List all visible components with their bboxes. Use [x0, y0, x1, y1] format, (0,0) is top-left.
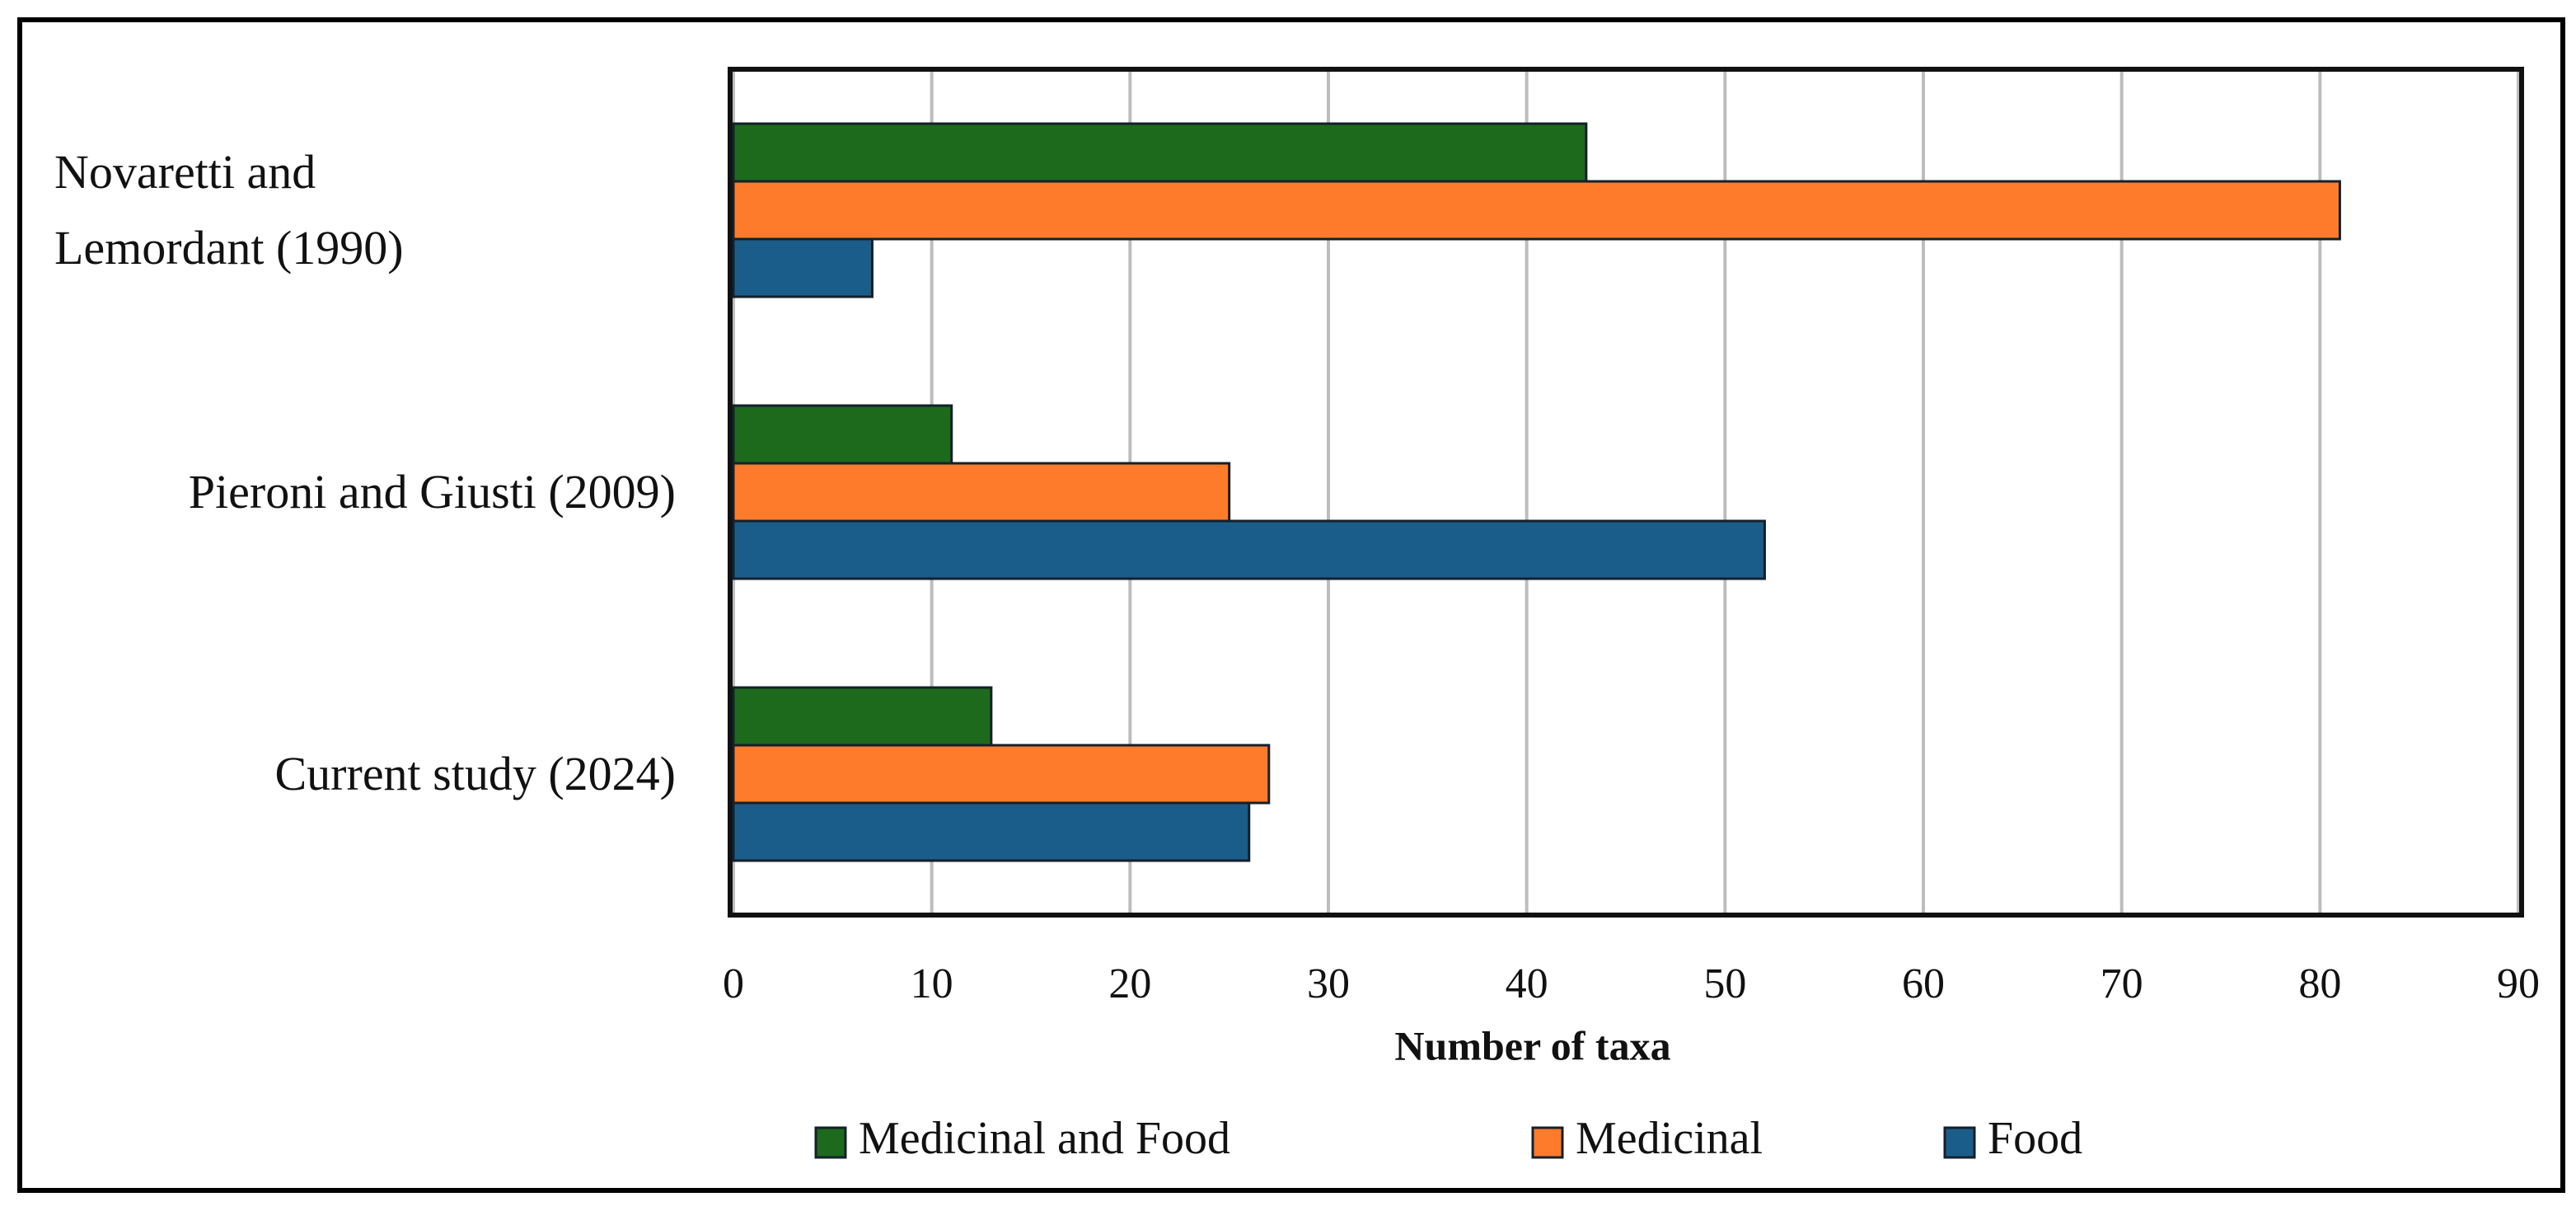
y-tick-label: Pieroni and Giusti (2009) — [188, 465, 676, 519]
bar — [732, 462, 1231, 523]
bar — [732, 744, 1271, 805]
x-tick-label: 0 — [723, 960, 744, 1007]
x-axis-label: Number of taxa — [1394, 1022, 1670, 1068]
x-tick-label: 20 — [1108, 960, 1151, 1007]
legend-swatch — [814, 1126, 847, 1159]
bar — [732, 519, 1766, 580]
x-tick-label: 90 — [2497, 960, 2540, 1007]
bar — [732, 180, 2341, 241]
x-tick-label: 60 — [1902, 960, 1945, 1007]
legend-swatch — [1531, 1126, 1564, 1159]
x-tick-label: 80 — [2298, 960, 2341, 1007]
bar — [732, 237, 873, 298]
x-tick-label: 50 — [1703, 960, 1746, 1007]
plot-border — [728, 67, 2524, 918]
bar — [732, 122, 1588, 183]
y-tick-label: Current study (2024) — [274, 747, 677, 800]
legend-label: Medicinal — [1576, 1113, 1763, 1164]
y-tick-label: Novaretti and Lemordant (1990) — [54, 145, 404, 275]
x-tick-label: 70 — [2101, 960, 2143, 1007]
legend-label: Medicinal and Food — [859, 1113, 1230, 1164]
x-tick-label: 10 — [911, 960, 953, 1007]
legend-swatch — [1943, 1126, 1976, 1159]
bar — [732, 801, 1251, 862]
legend-label: Food — [1988, 1113, 2082, 1164]
x-tick-label: 40 — [1506, 960, 1548, 1007]
frame — [17, 17, 2565, 1193]
bar — [732, 404, 953, 465]
bar — [732, 686, 993, 747]
x-tick-label: 30 — [1307, 960, 1350, 1007]
